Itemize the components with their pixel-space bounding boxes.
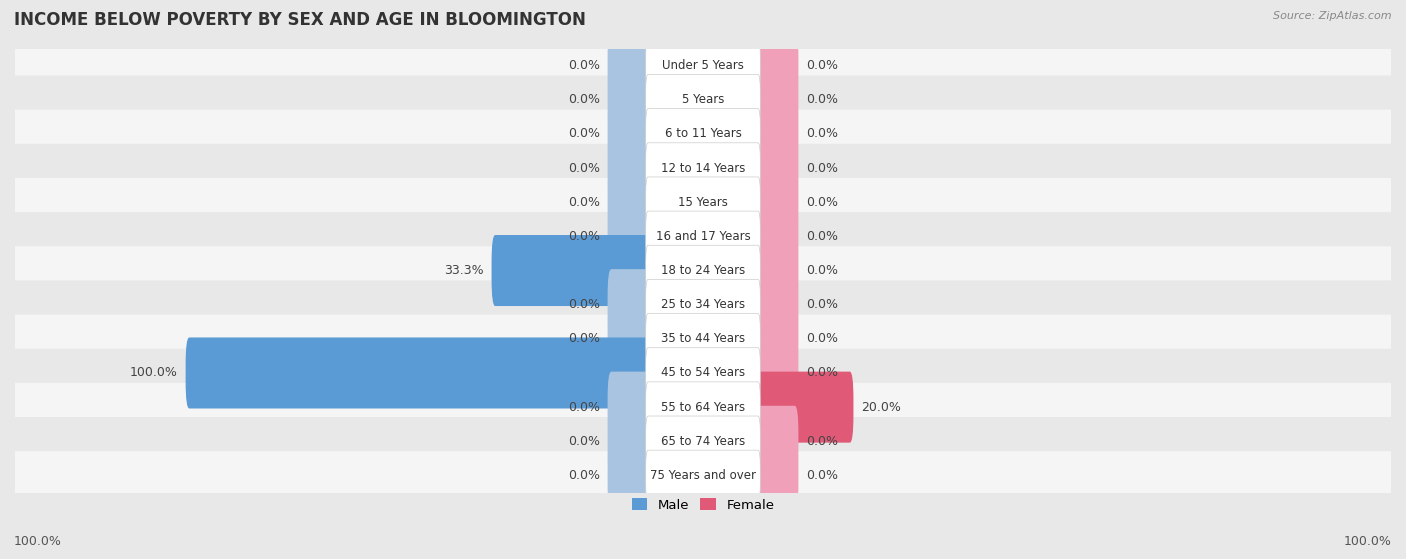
FancyBboxPatch shape bbox=[14, 41, 1392, 90]
FancyBboxPatch shape bbox=[645, 74, 761, 125]
FancyBboxPatch shape bbox=[14, 144, 1392, 192]
FancyBboxPatch shape bbox=[755, 440, 799, 511]
FancyBboxPatch shape bbox=[607, 406, 651, 477]
FancyBboxPatch shape bbox=[755, 98, 799, 169]
Text: 100.0%: 100.0% bbox=[14, 535, 62, 548]
FancyBboxPatch shape bbox=[607, 30, 651, 101]
FancyBboxPatch shape bbox=[755, 304, 799, 375]
Text: 45 to 54 Years: 45 to 54 Years bbox=[661, 367, 745, 380]
Text: 20.0%: 20.0% bbox=[862, 401, 901, 414]
FancyBboxPatch shape bbox=[755, 338, 799, 409]
Text: 0.0%: 0.0% bbox=[568, 401, 600, 414]
Text: 0.0%: 0.0% bbox=[568, 59, 600, 72]
FancyBboxPatch shape bbox=[607, 64, 651, 135]
FancyBboxPatch shape bbox=[755, 201, 799, 272]
Text: 0.0%: 0.0% bbox=[568, 93, 600, 106]
FancyBboxPatch shape bbox=[645, 450, 761, 501]
Text: 100.0%: 100.0% bbox=[1344, 535, 1392, 548]
FancyBboxPatch shape bbox=[645, 143, 761, 193]
Text: 0.0%: 0.0% bbox=[806, 230, 838, 243]
Text: 18 to 24 Years: 18 to 24 Years bbox=[661, 264, 745, 277]
Text: 33.3%: 33.3% bbox=[444, 264, 484, 277]
Text: 6 to 11 Years: 6 to 11 Years bbox=[665, 127, 741, 140]
FancyBboxPatch shape bbox=[607, 269, 651, 340]
Legend: Male, Female: Male, Female bbox=[626, 493, 780, 517]
FancyBboxPatch shape bbox=[645, 382, 761, 433]
FancyBboxPatch shape bbox=[755, 167, 799, 238]
FancyBboxPatch shape bbox=[755, 406, 799, 477]
Text: 16 and 17 Years: 16 and 17 Years bbox=[655, 230, 751, 243]
Text: 25 to 34 Years: 25 to 34 Years bbox=[661, 298, 745, 311]
Text: 0.0%: 0.0% bbox=[806, 59, 838, 72]
FancyBboxPatch shape bbox=[645, 314, 761, 364]
FancyBboxPatch shape bbox=[755, 64, 799, 135]
FancyBboxPatch shape bbox=[607, 132, 651, 203]
Text: 0.0%: 0.0% bbox=[568, 435, 600, 448]
Text: 15 Years: 15 Years bbox=[678, 196, 728, 209]
FancyBboxPatch shape bbox=[14, 349, 1392, 397]
Text: Under 5 Years: Under 5 Years bbox=[662, 59, 744, 72]
Text: 0.0%: 0.0% bbox=[568, 469, 600, 482]
Text: 0.0%: 0.0% bbox=[806, 435, 838, 448]
FancyBboxPatch shape bbox=[645, 245, 761, 296]
Text: 5 Years: 5 Years bbox=[682, 93, 724, 106]
FancyBboxPatch shape bbox=[607, 304, 651, 375]
FancyBboxPatch shape bbox=[645, 40, 761, 91]
FancyBboxPatch shape bbox=[755, 132, 799, 203]
Text: 0.0%: 0.0% bbox=[806, 162, 838, 174]
FancyBboxPatch shape bbox=[186, 338, 651, 409]
Text: 0.0%: 0.0% bbox=[806, 264, 838, 277]
Text: 0.0%: 0.0% bbox=[568, 127, 600, 140]
Text: 0.0%: 0.0% bbox=[568, 333, 600, 345]
FancyBboxPatch shape bbox=[14, 417, 1392, 466]
FancyBboxPatch shape bbox=[14, 75, 1392, 124]
FancyBboxPatch shape bbox=[492, 235, 651, 306]
FancyBboxPatch shape bbox=[755, 235, 799, 306]
FancyBboxPatch shape bbox=[14, 110, 1392, 158]
FancyBboxPatch shape bbox=[14, 178, 1392, 226]
Text: 0.0%: 0.0% bbox=[806, 367, 838, 380]
FancyBboxPatch shape bbox=[14, 451, 1392, 500]
FancyBboxPatch shape bbox=[755, 372, 853, 443]
Text: 0.0%: 0.0% bbox=[806, 93, 838, 106]
Text: 12 to 14 Years: 12 to 14 Years bbox=[661, 162, 745, 174]
FancyBboxPatch shape bbox=[14, 247, 1392, 295]
FancyBboxPatch shape bbox=[755, 269, 799, 340]
FancyBboxPatch shape bbox=[14, 281, 1392, 329]
Text: 75 Years and over: 75 Years and over bbox=[650, 469, 756, 482]
FancyBboxPatch shape bbox=[607, 201, 651, 272]
FancyBboxPatch shape bbox=[14, 315, 1392, 363]
Text: 0.0%: 0.0% bbox=[568, 196, 600, 209]
Text: 0.0%: 0.0% bbox=[806, 196, 838, 209]
FancyBboxPatch shape bbox=[645, 177, 761, 228]
FancyBboxPatch shape bbox=[645, 416, 761, 467]
FancyBboxPatch shape bbox=[14, 212, 1392, 260]
Text: 0.0%: 0.0% bbox=[568, 298, 600, 311]
Text: 0.0%: 0.0% bbox=[568, 162, 600, 174]
Text: 0.0%: 0.0% bbox=[806, 469, 838, 482]
Text: 0.0%: 0.0% bbox=[806, 127, 838, 140]
FancyBboxPatch shape bbox=[755, 30, 799, 101]
Text: 0.0%: 0.0% bbox=[806, 298, 838, 311]
FancyBboxPatch shape bbox=[645, 108, 761, 159]
Text: Source: ZipAtlas.com: Source: ZipAtlas.com bbox=[1274, 11, 1392, 21]
Text: INCOME BELOW POVERTY BY SEX AND AGE IN BLOOMINGTON: INCOME BELOW POVERTY BY SEX AND AGE IN B… bbox=[14, 11, 586, 29]
Text: 65 to 74 Years: 65 to 74 Years bbox=[661, 435, 745, 448]
Text: 100.0%: 100.0% bbox=[129, 367, 177, 380]
Text: 0.0%: 0.0% bbox=[806, 333, 838, 345]
FancyBboxPatch shape bbox=[607, 167, 651, 238]
FancyBboxPatch shape bbox=[607, 372, 651, 443]
Text: 0.0%: 0.0% bbox=[568, 230, 600, 243]
Text: 35 to 44 Years: 35 to 44 Years bbox=[661, 333, 745, 345]
FancyBboxPatch shape bbox=[14, 383, 1392, 432]
FancyBboxPatch shape bbox=[607, 440, 651, 511]
FancyBboxPatch shape bbox=[645, 280, 761, 330]
FancyBboxPatch shape bbox=[645, 348, 761, 398]
Text: 55 to 64 Years: 55 to 64 Years bbox=[661, 401, 745, 414]
FancyBboxPatch shape bbox=[607, 98, 651, 169]
FancyBboxPatch shape bbox=[645, 211, 761, 262]
